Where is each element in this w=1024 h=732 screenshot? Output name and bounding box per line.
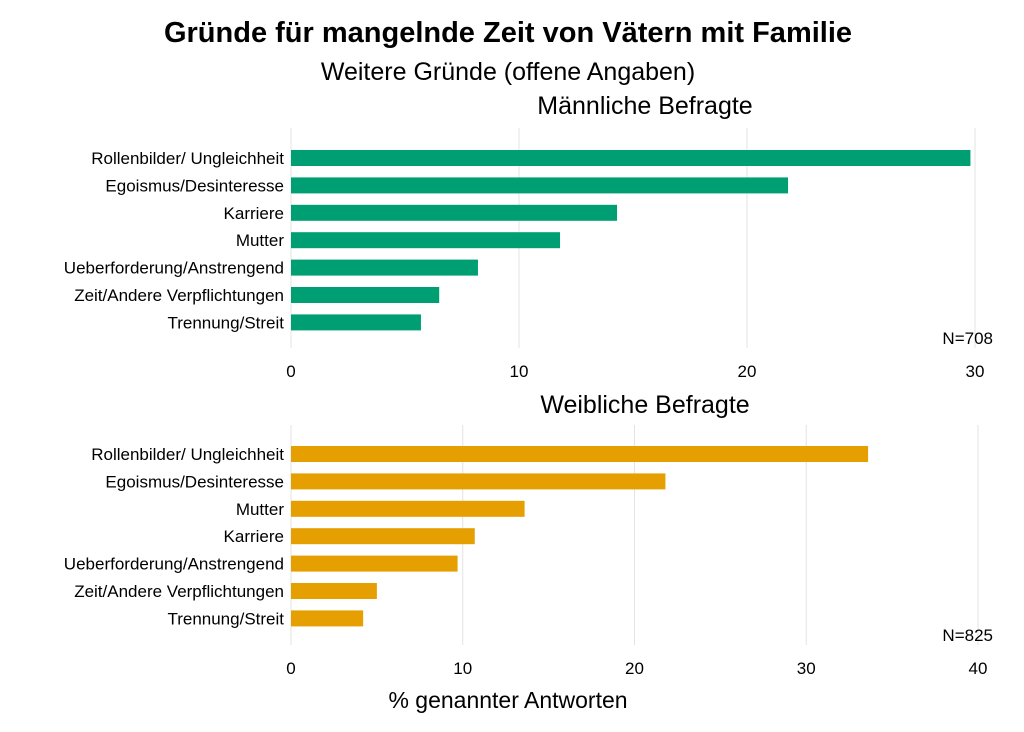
x-tick-label: 20 bbox=[738, 362, 757, 381]
bar bbox=[291, 528, 475, 545]
chart-panels: 0 10 20 30 Männliche Befragte Rollenbilder/ U… bbox=[64, 92, 993, 678]
category-label: Egoismus/Desinteresse bbox=[105, 472, 284, 491]
category-label: Rollenbilder/ Ungleichheit bbox=[91, 445, 284, 464]
panel-2: 0 10 20 30 40 Weibliche Befragte Rollenbilder/… bbox=[64, 391, 993, 678]
x-tick-label: 10 bbox=[453, 659, 472, 678]
bar bbox=[291, 204, 618, 221]
bar bbox=[291, 555, 458, 572]
category-label: Zeit/Andere Verpflichtungen bbox=[74, 286, 284, 305]
panel-1: 0 10 20 30 Männliche Befragte Rollenbilder/ U… bbox=[64, 92, 993, 381]
category-label: Karriere bbox=[224, 204, 284, 223]
category-label: Rollenbilder/ Ungleichheit bbox=[91, 149, 284, 168]
bar bbox=[291, 610, 364, 627]
sample-size-note: N=708 bbox=[942, 329, 993, 348]
category-label: Ueberforderung/Anstrengend bbox=[64, 555, 284, 574]
chart-title: Gründe für mangelnde Zeit von Vätern mit… bbox=[164, 17, 852, 49]
chart-subtitle: Weitere Gründe (offene Angaben) bbox=[321, 58, 695, 86]
x-tick-label: 10 bbox=[510, 362, 529, 381]
sample-size-note: N=825 bbox=[942, 626, 993, 645]
x-tick-label: 20 bbox=[625, 659, 644, 678]
bar bbox=[291, 500, 525, 517]
category-label: Ueberforderung/Anstrengend bbox=[64, 259, 284, 278]
category-label: Trennung/Streit bbox=[167, 313, 284, 332]
category-label: Egoismus/Desinteresse bbox=[105, 176, 284, 195]
x-axis-label: % genannter Antworten bbox=[388, 687, 627, 713]
panel-title: Männliche Befragte bbox=[537, 92, 752, 120]
panel-title: Weibliche Befragte bbox=[540, 391, 749, 419]
bar bbox=[291, 232, 561, 249]
bar bbox=[291, 473, 666, 490]
x-tick-label: 30 bbox=[966, 362, 985, 381]
category-label: Zeit/Andere Verpflichtungen bbox=[74, 582, 284, 601]
category-label: Trennung/Streit bbox=[167, 609, 284, 628]
bar bbox=[291, 446, 869, 462]
bar bbox=[291, 583, 377, 599]
category-label: Karriere bbox=[224, 527, 284, 546]
bar bbox=[291, 314, 421, 331]
category-label: Mutter bbox=[236, 500, 285, 519]
x-tick-label: 40 bbox=[969, 659, 988, 678]
x-tick-label: 0 bbox=[286, 659, 295, 678]
category-label: Mutter bbox=[236, 231, 285, 250]
bar bbox=[291, 287, 440, 303]
x-tick-label: 0 bbox=[286, 362, 295, 381]
bar bbox=[291, 259, 478, 276]
bar bbox=[291, 150, 971, 166]
bar bbox=[291, 177, 789, 194]
x-tick-label: 30 bbox=[797, 659, 816, 678]
